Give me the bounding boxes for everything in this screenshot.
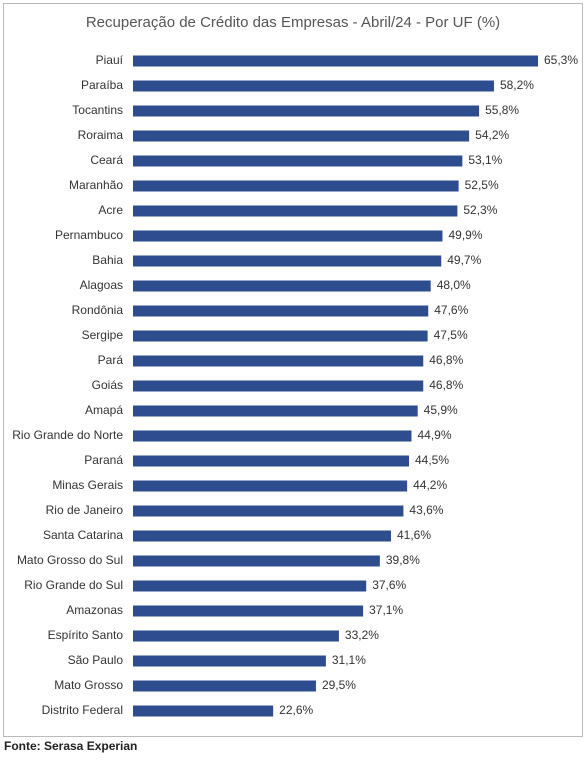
bar (133, 630, 339, 642)
value-label: 31,1% (332, 653, 366, 667)
bar (133, 355, 424, 367)
value-label: 44,2% (413, 478, 447, 492)
category-label: Piauí (96, 53, 124, 67)
category-label: Distrito Federal (42, 703, 123, 717)
bar (133, 130, 470, 142)
category-label: Roraima (78, 128, 124, 142)
bar (133, 280, 431, 292)
category-label: Rio de Janeiro (46, 503, 124, 517)
value-label: 29,5% (322, 678, 356, 692)
value-label: 52,5% (465, 178, 499, 192)
value-label: 41,6% (397, 528, 431, 542)
category-label: Mato Grosso (54, 678, 123, 692)
category-label: Pernambuco (55, 228, 123, 242)
value-label: 22,6% (279, 703, 313, 717)
chart-frame (3, 3, 583, 737)
bar (133, 380, 424, 392)
bar (133, 505, 404, 517)
bar (133, 230, 443, 242)
source-note: Fonte: Serasa Experian (4, 739, 137, 753)
bar (133, 205, 458, 217)
value-label: 46,8% (429, 353, 463, 367)
bar (133, 80, 494, 92)
category-label: Rio Grande do Norte (12, 428, 123, 442)
bar (133, 405, 418, 417)
category-label: Pará (98, 353, 124, 367)
value-label: 45,9% (424, 403, 458, 417)
bar (133, 655, 326, 667)
category-label: Mato Grosso do Sul (17, 553, 123, 567)
value-label: 54,2% (475, 128, 509, 142)
category-label: Amazonas (66, 603, 123, 617)
category-label: Ceará (90, 153, 123, 167)
value-label: 52,3% (463, 203, 497, 217)
category-label: Amapá (85, 403, 123, 417)
value-label: 37,6% (372, 578, 406, 592)
category-label: Tocantins (72, 103, 123, 117)
category-label: São Paulo (68, 653, 124, 667)
category-label: Paraná (84, 453, 123, 467)
bar (133, 530, 392, 542)
category-label: Goiás (92, 378, 123, 392)
bar (133, 705, 274, 717)
bar (133, 105, 480, 117)
value-label: 46,8% (429, 378, 463, 392)
bar (133, 430, 412, 442)
category-label: Paraíba (81, 78, 123, 92)
bar (133, 255, 442, 267)
bar (133, 680, 316, 692)
value-label: 37,1% (369, 603, 403, 617)
value-label: 33,2% (345, 628, 379, 642)
bar (133, 605, 364, 617)
value-label: 53,1% (468, 153, 502, 167)
bar (133, 480, 408, 492)
category-label: Maranhão (69, 178, 123, 192)
category-label: Rondônia (72, 303, 124, 317)
bar (133, 155, 463, 167)
bar (133, 455, 409, 467)
category-label: Bahia (92, 253, 123, 267)
value-label: 47,5% (434, 328, 468, 342)
value-label: 49,9% (448, 228, 482, 242)
category-label: Espírito Santo (48, 628, 124, 642)
category-label: Alagoas (80, 278, 123, 292)
bar (133, 180, 459, 192)
value-label: 39,8% (386, 553, 420, 567)
value-label: 55,8% (485, 103, 519, 117)
value-label: 58,2% (500, 78, 534, 92)
category-label: Rio Grande do Sul (24, 578, 123, 592)
bar (133, 580, 367, 592)
category-label: Santa Catarina (43, 528, 123, 542)
category-label: Minas Gerais (52, 478, 123, 492)
value-label: 47,6% (434, 303, 468, 317)
bar (133, 330, 428, 342)
value-label: 43,6% (409, 503, 443, 517)
value-label: 44,5% (415, 453, 449, 467)
bar (133, 55, 538, 67)
bar (133, 305, 429, 317)
chart-title: Recuperação de Crédito das Empresas - Ab… (86, 14, 500, 31)
bar (133, 555, 380, 567)
category-label: Acre (98, 203, 123, 217)
value-label: 49,7% (447, 253, 481, 267)
category-label: Sergipe (82, 328, 124, 342)
value-label: 44,9% (417, 428, 451, 442)
value-label: 48,0% (437, 278, 471, 292)
value-label: 65,3% (544, 53, 578, 67)
